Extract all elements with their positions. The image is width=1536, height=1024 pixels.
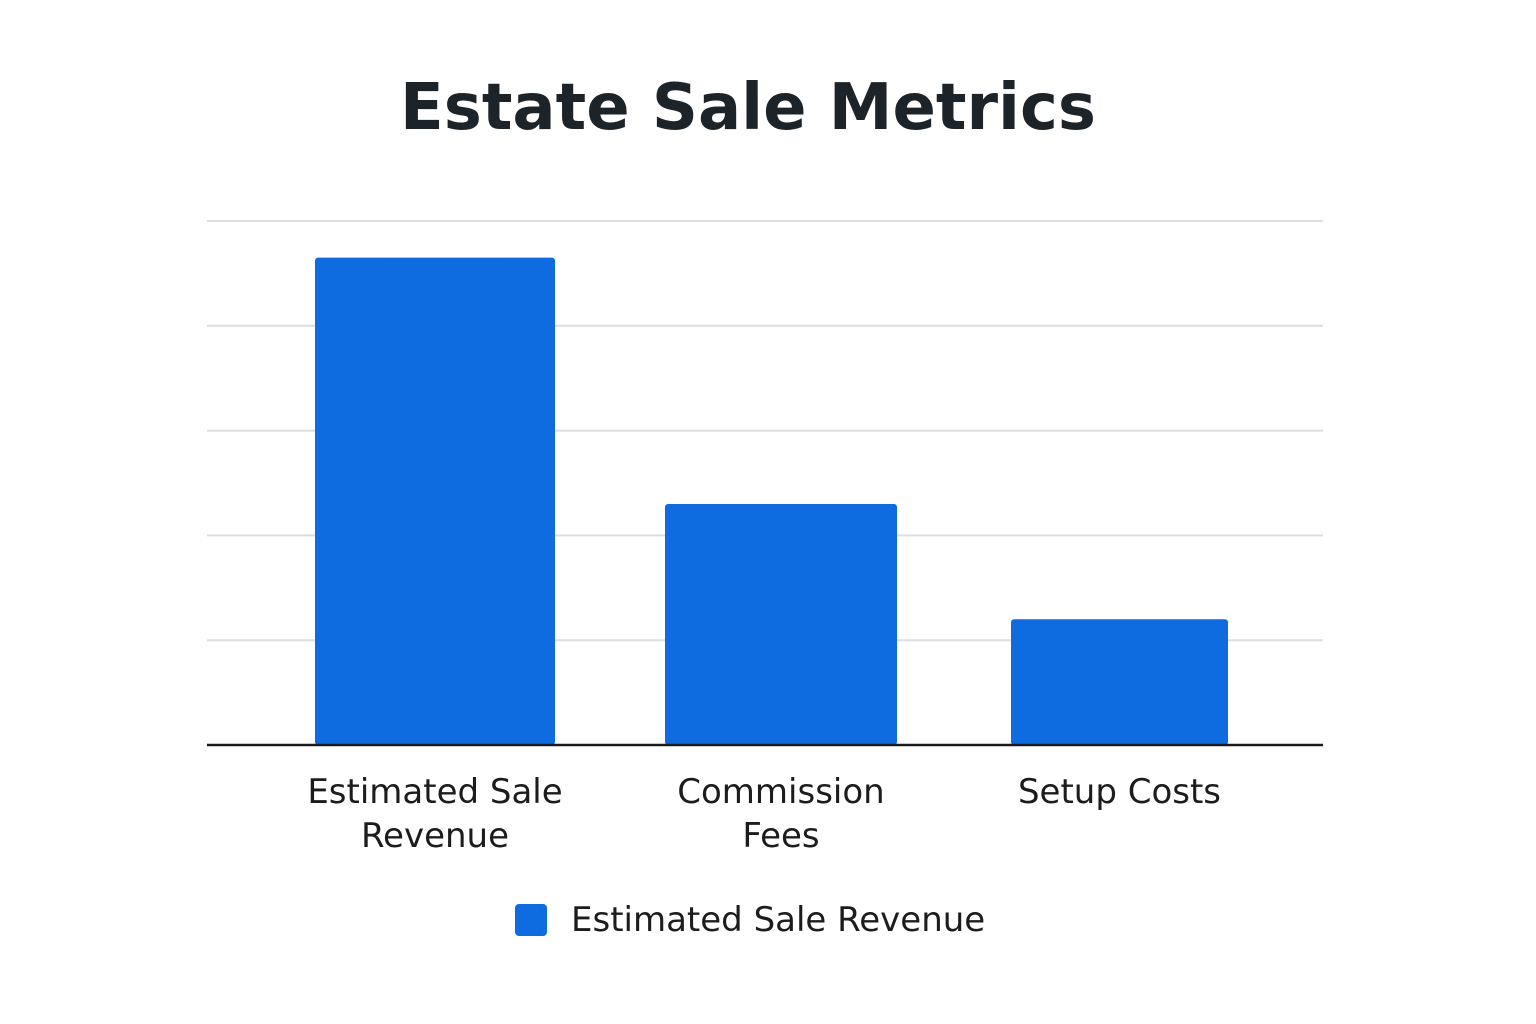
legend-label: Estimated Sale Revenue xyxy=(571,900,986,940)
bar-2 xyxy=(665,503,897,745)
category-label: Estimated Sale Revenue xyxy=(307,772,562,856)
category-label: Setup Costs xyxy=(1018,772,1221,812)
category-label: Commission Fees xyxy=(677,772,884,856)
bar-3 xyxy=(1011,619,1228,745)
category-labels: Estimated Sale Revenue Commission Fees Setup… xyxy=(307,772,1221,856)
legend: Estimated Sale Revenue xyxy=(515,896,985,944)
bar-1 xyxy=(315,257,555,745)
chart-title: Estate Sale Metrics xyxy=(400,71,1096,145)
bars xyxy=(315,257,1228,745)
legend-swatch xyxy=(515,904,547,936)
